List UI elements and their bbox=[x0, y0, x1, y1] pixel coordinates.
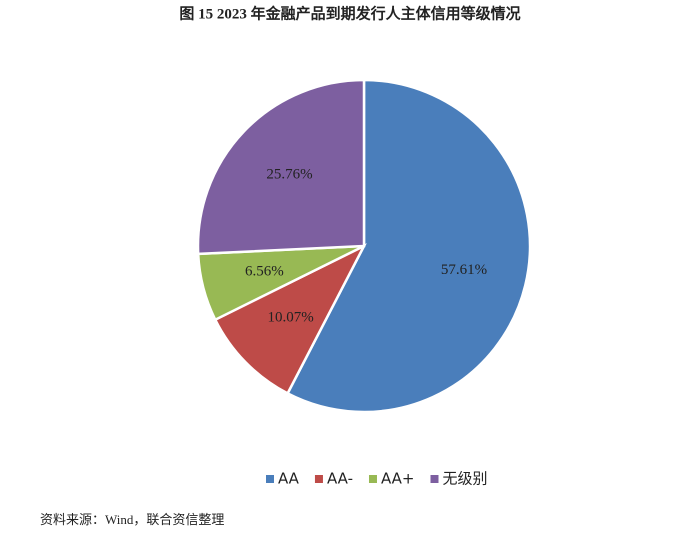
data-label: 57.61% bbox=[441, 262, 487, 278]
data-label: 25.76% bbox=[266, 166, 312, 182]
legend-swatch bbox=[266, 475, 274, 483]
legend-label: 无级别 bbox=[443, 470, 488, 488]
legend-label: AA bbox=[278, 470, 300, 488]
source-note: 资料来源：Wind，联合资信整理 bbox=[40, 512, 224, 527]
legend-swatch bbox=[314, 475, 323, 483]
data-label: 6.56% bbox=[245, 263, 284, 279]
data-label: 10.07% bbox=[267, 310, 313, 326]
pie-slice bbox=[196, 78, 366, 256]
pie-slice bbox=[285, 78, 532, 414]
legend-swatch bbox=[430, 475, 439, 483]
pie-slice bbox=[213, 243, 367, 396]
legend-swatch bbox=[368, 475, 377, 483]
chart-title: 图 15 2023 年金融产品到期发行人主体信用等级情况 bbox=[179, 4, 520, 22]
legend-label: AA- bbox=[327, 470, 353, 488]
legend-label: AA+ bbox=[381, 470, 415, 488]
